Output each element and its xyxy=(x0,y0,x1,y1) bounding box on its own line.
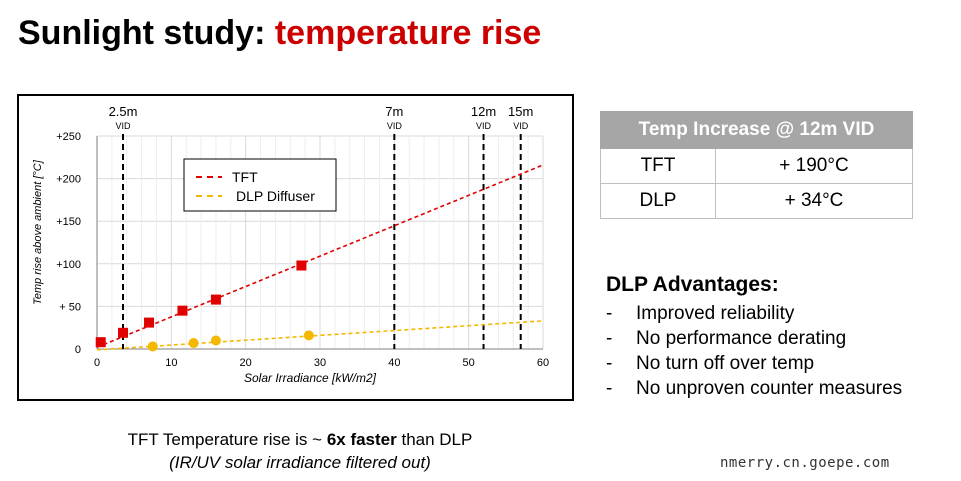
table-row-label: DLP xyxy=(600,183,716,219)
bullet-dash: - xyxy=(606,327,613,349)
chart-frame: 0 10 20 30 40 50 60 0 + 50 +100 +150 +200 +250 Solar … xyxy=(17,94,574,401)
x-tick-label: 10 xyxy=(165,357,177,369)
watermark: nmerry.cn.goepe.com xyxy=(720,455,890,471)
x-tick-label: 50 xyxy=(463,357,475,369)
vid-sublabel: VID xyxy=(513,121,529,131)
chart-caption: TFT Temperature rise is ~ 6x faster than… xyxy=(40,428,560,474)
caption-bold: 6x faster xyxy=(326,430,397,449)
data-point xyxy=(296,260,307,271)
temp-increase-table: Temp Increase @ 12m VID TFT + 190°C DLP … xyxy=(600,111,913,219)
advantages-title: DLP Advantages: xyxy=(606,273,779,296)
trend-line xyxy=(96,320,544,351)
bullet-dash: - xyxy=(606,377,613,399)
table-row-label: TFT xyxy=(600,148,716,184)
y-tick-label: +150 xyxy=(56,216,81,228)
advantages-section: DLP Advantages: - Improved reliability - N… xyxy=(606,273,956,401)
caption-post: than DLP xyxy=(396,430,473,449)
list-item-text: No unproven counter measures xyxy=(636,377,903,399)
vid-label: 7m xyxy=(385,104,403,119)
data-point xyxy=(95,337,106,348)
x-tick-label: 40 xyxy=(388,357,400,369)
vid-label: 2.5m xyxy=(109,104,138,119)
bullet-dash: - xyxy=(606,302,613,324)
legend-box xyxy=(183,158,337,212)
list-item: - No unproven counter measures xyxy=(606,376,956,401)
y-axis-label: Temp rise above ambient [°C] xyxy=(32,159,44,305)
table-row-value: + 190°C xyxy=(715,148,913,184)
x-tick-label: 30 xyxy=(314,357,326,369)
list-item: - No performance derating xyxy=(606,326,956,351)
data-point xyxy=(147,341,158,352)
title-main: Sunlight study: xyxy=(18,14,275,52)
y-tick-label: +100 xyxy=(56,259,81,271)
y-tick-label: +200 xyxy=(56,174,81,186)
data-point xyxy=(188,338,199,349)
list-item-text: No performance derating xyxy=(636,327,847,349)
table-header: Temp Increase @ 12m VID xyxy=(600,111,913,149)
vid-sublabel: VID xyxy=(116,121,132,131)
data-point xyxy=(210,335,221,346)
title-accent: temperature rise xyxy=(274,14,542,52)
list-item-text: Improved reliability xyxy=(636,302,795,324)
bullet-dash: - xyxy=(606,352,613,374)
x-tick-label: 0 xyxy=(94,357,100,369)
legend-label: TFT xyxy=(232,169,258,185)
temperature-rise-chart: 0 10 20 30 40 50 60 0 + 50 +100 +150 +200 +250 Solar … xyxy=(32,104,549,385)
data-point xyxy=(144,317,155,328)
vid-sublabel: VID xyxy=(476,121,492,131)
table-row-value: + 34°C xyxy=(715,183,913,219)
data-point xyxy=(303,330,314,341)
data-point xyxy=(177,305,188,316)
y-tick-label: + 50 xyxy=(59,301,81,313)
slide-title: Sunlight study: temperature rise xyxy=(18,14,541,53)
x-tick-label: 60 xyxy=(537,357,549,369)
list-item: - Improved reliability xyxy=(606,301,956,326)
list-item: - No turn off over temp xyxy=(606,351,956,376)
caption-pre: TFT Temperature rise is ~ xyxy=(127,430,327,449)
legend-label: DLP Diffuser xyxy=(236,188,315,204)
caption-line2: (IR/UV solar irradiance filtered out) xyxy=(169,453,431,472)
table-row: TFT + 190°C xyxy=(600,148,913,184)
x-axis-label: Solar Irradiance [kW/m2] xyxy=(244,371,377,385)
data-point xyxy=(118,327,129,338)
vid-sublabel: VID xyxy=(387,121,403,131)
x-tick-label: 20 xyxy=(240,357,252,369)
table-row: DLP + 34°C xyxy=(600,183,913,219)
data-point xyxy=(210,294,221,305)
trend-line xyxy=(96,164,544,349)
y-tick-label: 0 xyxy=(75,344,81,356)
vid-label: 15m xyxy=(508,104,533,119)
y-tick-label: +250 xyxy=(56,131,81,143)
advantages-list: - Improved reliability - No performance de… xyxy=(606,301,956,401)
list-item-text: No turn off over temp xyxy=(636,352,815,374)
vid-label: 12m xyxy=(471,104,496,119)
